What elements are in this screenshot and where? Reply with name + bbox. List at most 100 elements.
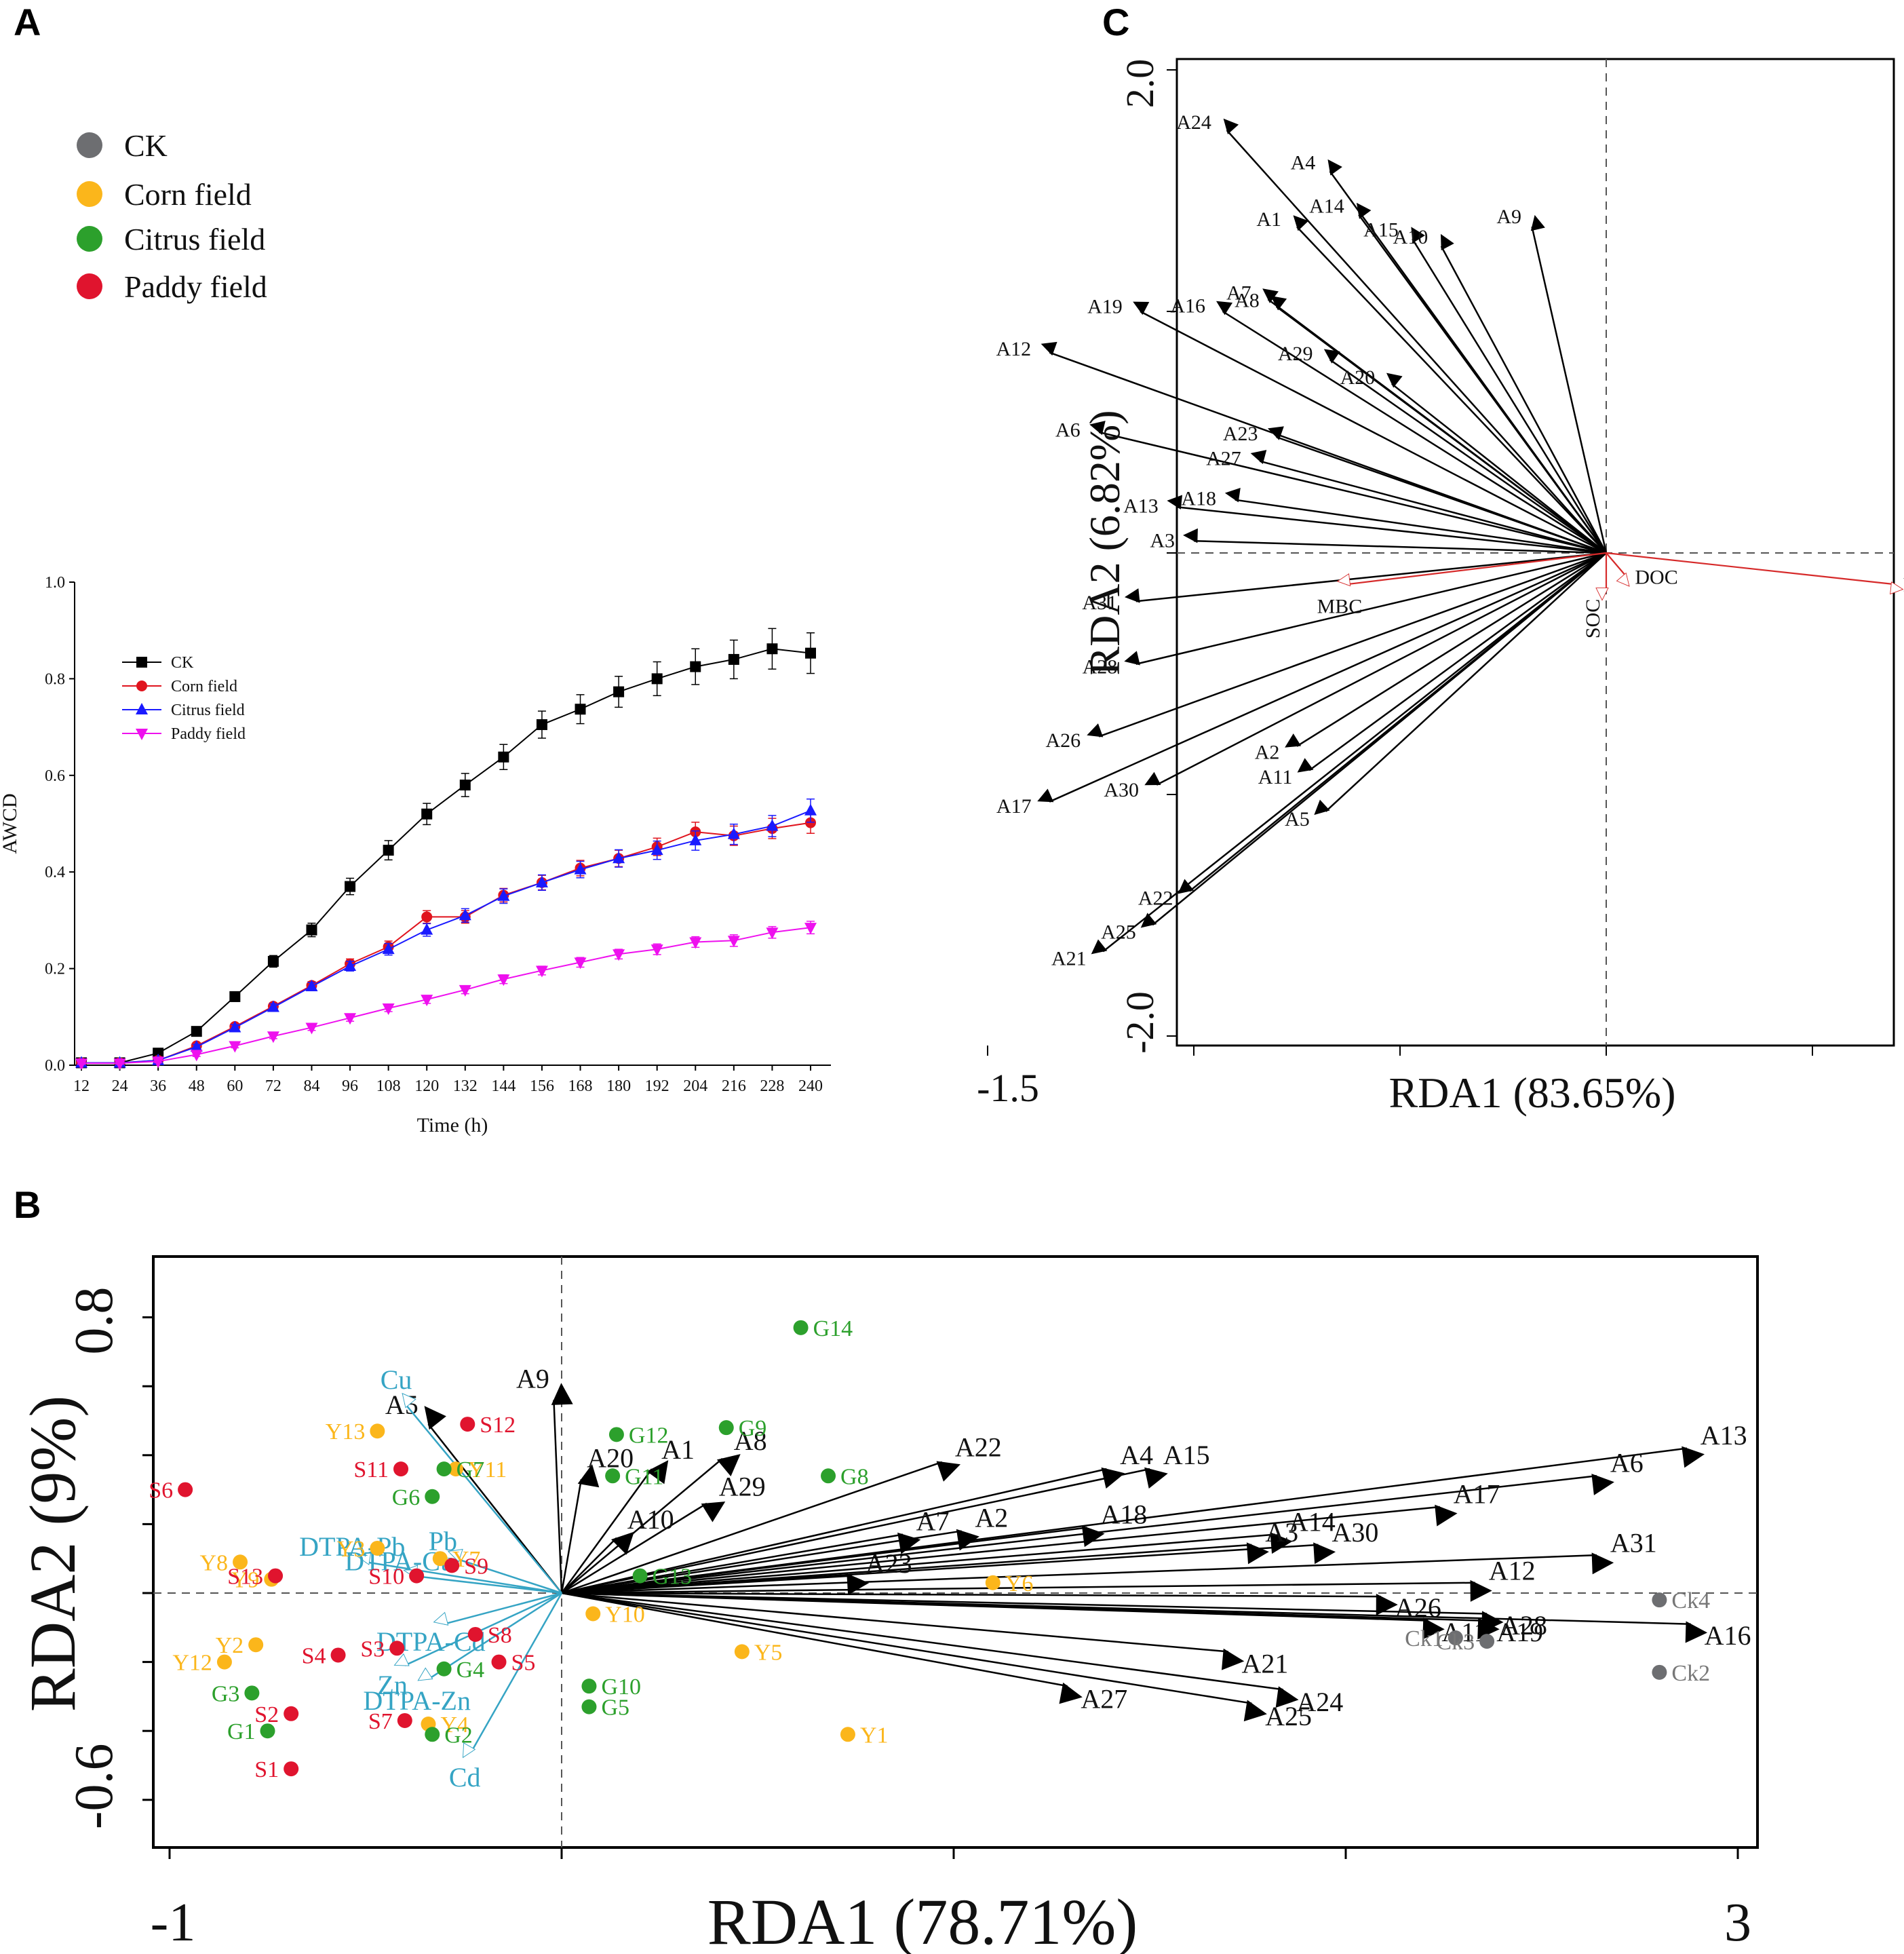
awcd-x-tick-label: 180 [606,1077,631,1095]
rda-b-arrow-label-a6: A6 [1610,1448,1644,1478]
rda-c-env-label-soc: SOC [1582,599,1604,638]
rda-b-sample-y10 [585,1606,601,1622]
rda-c-arrow-a18 [1224,488,1607,554]
rda-b-arrow-a12 [561,1579,1492,1602]
awcd-point-citrus-field [689,833,702,845]
awcd-y-axis-title: AWCD [0,793,21,854]
rda-c-arrow-label-a27: A27 [1206,448,1241,470]
legend-entry-ck: CK [77,128,168,163]
rda-c-arrow-a8 [1270,295,1607,554]
rda-b-arrow-a29 [561,1501,726,1594]
rda-b-sample-label-y9: Y9 [231,1568,260,1593]
rda-b-sample-label-g7: G7 [456,1457,485,1482]
awcd-point-ck [421,808,433,820]
awcd-line-chart: 12 24 36 48 60 72 84 96 108 120 132 144 156 168 180 192… [0,574,831,1136]
rda-b-sample-label-g12: G12 [629,1423,669,1448]
awcd-point-citrus-field [382,942,395,955]
awcd-y-tick-label: 1.0 [45,574,65,592]
awcd-point-citrus-field [613,851,625,864]
awcd-point-ck [805,647,816,659]
rda-b-arrow-a6 [561,1474,1614,1594]
rda-b-arrow-label-a4: A4 [1120,1440,1153,1470]
rda-b-sample-label-s6: S6 [149,1478,173,1503]
rda-c-arrow-label-a1: A1 [1256,208,1281,231]
rda-b-sample-label-y6: Y6 [1005,1571,1034,1596]
rda-c-arrow-label-a6: A6 [1055,419,1081,441]
rda-c-arrow-a30 [1144,552,1607,786]
rda-c-arrow-label-a15: A15 [1363,219,1399,242]
rda-c-arrow-label-a29: A29 [1278,343,1313,365]
rda-b-arrow-label-a27: A27 [1081,1684,1127,1714]
rda-b-sample-label-y11: Y11 [468,1457,507,1482]
rda-b-arrow-a4 [561,1467,1125,1594]
rda-b-sample-label-y4: Y4 [440,1712,469,1738]
awcd-legend-label-ck: CK [171,654,194,672]
awcd-x-tick-label: 108 [376,1077,401,1095]
rda-c-arrow-a3 [1183,528,1607,554]
rda-b-env-label-cd: Cd [449,1762,481,1793]
panel-label-b: B [14,1183,41,1226]
rda-b-sample-label-y2: Y2 [216,1633,244,1658]
awcd-point-citrus-field [229,1020,241,1033]
rda-b-sample-s11 [393,1461,409,1477]
rda-b-arrow-a2 [561,1529,979,1594]
rda-c-arrow-label-a3: A3 [1150,530,1175,552]
rda-b-sample-g11 [605,1468,621,1484]
rda-b-sample-s6 [178,1482,193,1497]
awcd-point-paddy-field [344,1013,357,1025]
rda-b-arrow-a31 [561,1552,1614,1594]
rda-b-arrow-label-a12: A12 [1489,1556,1536,1586]
rda-c-arrow-label-a11: A11 [1258,766,1293,788]
rda-b-arrow-a10 [561,1531,634,1594]
rda-b-samples: Ck1Ck2Ck3Ck4Y1Y2Y3Y4Y5Y6Y7Y8Y9Y10Y11Y12Y… [149,1316,1710,1782]
awcd-point-ck [267,955,279,967]
rda-b-arrow-a7 [561,1532,921,1594]
awcd-point-paddy-field [727,936,740,948]
rda-b-sample-label-s7: S7 [368,1709,393,1734]
awcd-point-citrus-field [344,959,357,972]
rda-b-sample-label-s3: S3 [360,1636,385,1662]
rda-c-y-axis-title: RDA2 (6.82%) [1081,410,1129,675]
rda-b-x-axis-title: RDA1 (78.71%) [707,1885,1138,1954]
awcd-point-citrus-field [650,843,663,856]
rda-b-env-arrow-cd [462,1592,563,1759]
rda-b-sample-label-ck2: Ck2 [1671,1661,1710,1686]
rda-b-sample-s8 [467,1626,483,1642]
rda-b-sample-label-s8: S8 [488,1623,512,1648]
awcd-point-paddy-field [113,1058,126,1071]
awcd-line-paddy-field [81,927,811,1065]
rda-b-sample-s3 [389,1641,405,1656]
legend-entry-citrus-field: Citrus field [77,222,265,256]
awcd-series-corn-field [76,811,816,1069]
rda-b-sample-label-y12: Y12 [172,1651,212,1676]
awcd-line-citrus-field [81,809,811,1064]
rda-c-arrow-label-a26: A26 [1045,729,1081,752]
awcd-legend: CK Corn field Citrus field Paddy field [122,654,246,743]
rda-c-ticks: -1.51.02.0-2.0 [977,59,1894,1110]
rda-c-arrow-a14 [1356,202,1608,554]
awcd-point-corn-field [421,911,433,923]
rda-b-arrow-label-a22: A22 [955,1432,1002,1462]
rda-c-arrow-a11 [1297,552,1607,773]
rda-b-arrow-a21 [561,1592,1245,1670]
awcd-point-ck [191,1026,202,1037]
rda-b-sample-y12 [216,1654,232,1670]
awcd-point-paddy-field [689,937,702,949]
rda-c-arrow-a6 [1089,421,1607,554]
rda-b-sample-label-g1: G1 [227,1719,256,1744]
awcd-point-paddy-field [497,974,510,986]
rda-b-sample-label-g9: G9 [739,1416,767,1441]
rda-b-sample-g5 [581,1699,597,1714]
awcd-x-tick-label: 120 [414,1077,439,1095]
rda-b-sample-g14 [793,1320,809,1335]
awcd-point-ck [536,719,547,731]
awcd-point-ck [498,751,509,763]
rda-c-arrow-a17 [1037,552,1607,803]
rda-b-y-axis-title: RDA2 (9%) [16,1396,89,1712]
rda-b-env-arrow-dtpa-zn [417,1592,562,1681]
rda-b-sample-label-s9: S9 [464,1554,488,1579]
rda-b-sample-s2 [284,1706,299,1721]
rda-c-arrow-a29 [1323,349,1607,554]
rda-b-arrow-label-a9: A9 [516,1364,549,1394]
